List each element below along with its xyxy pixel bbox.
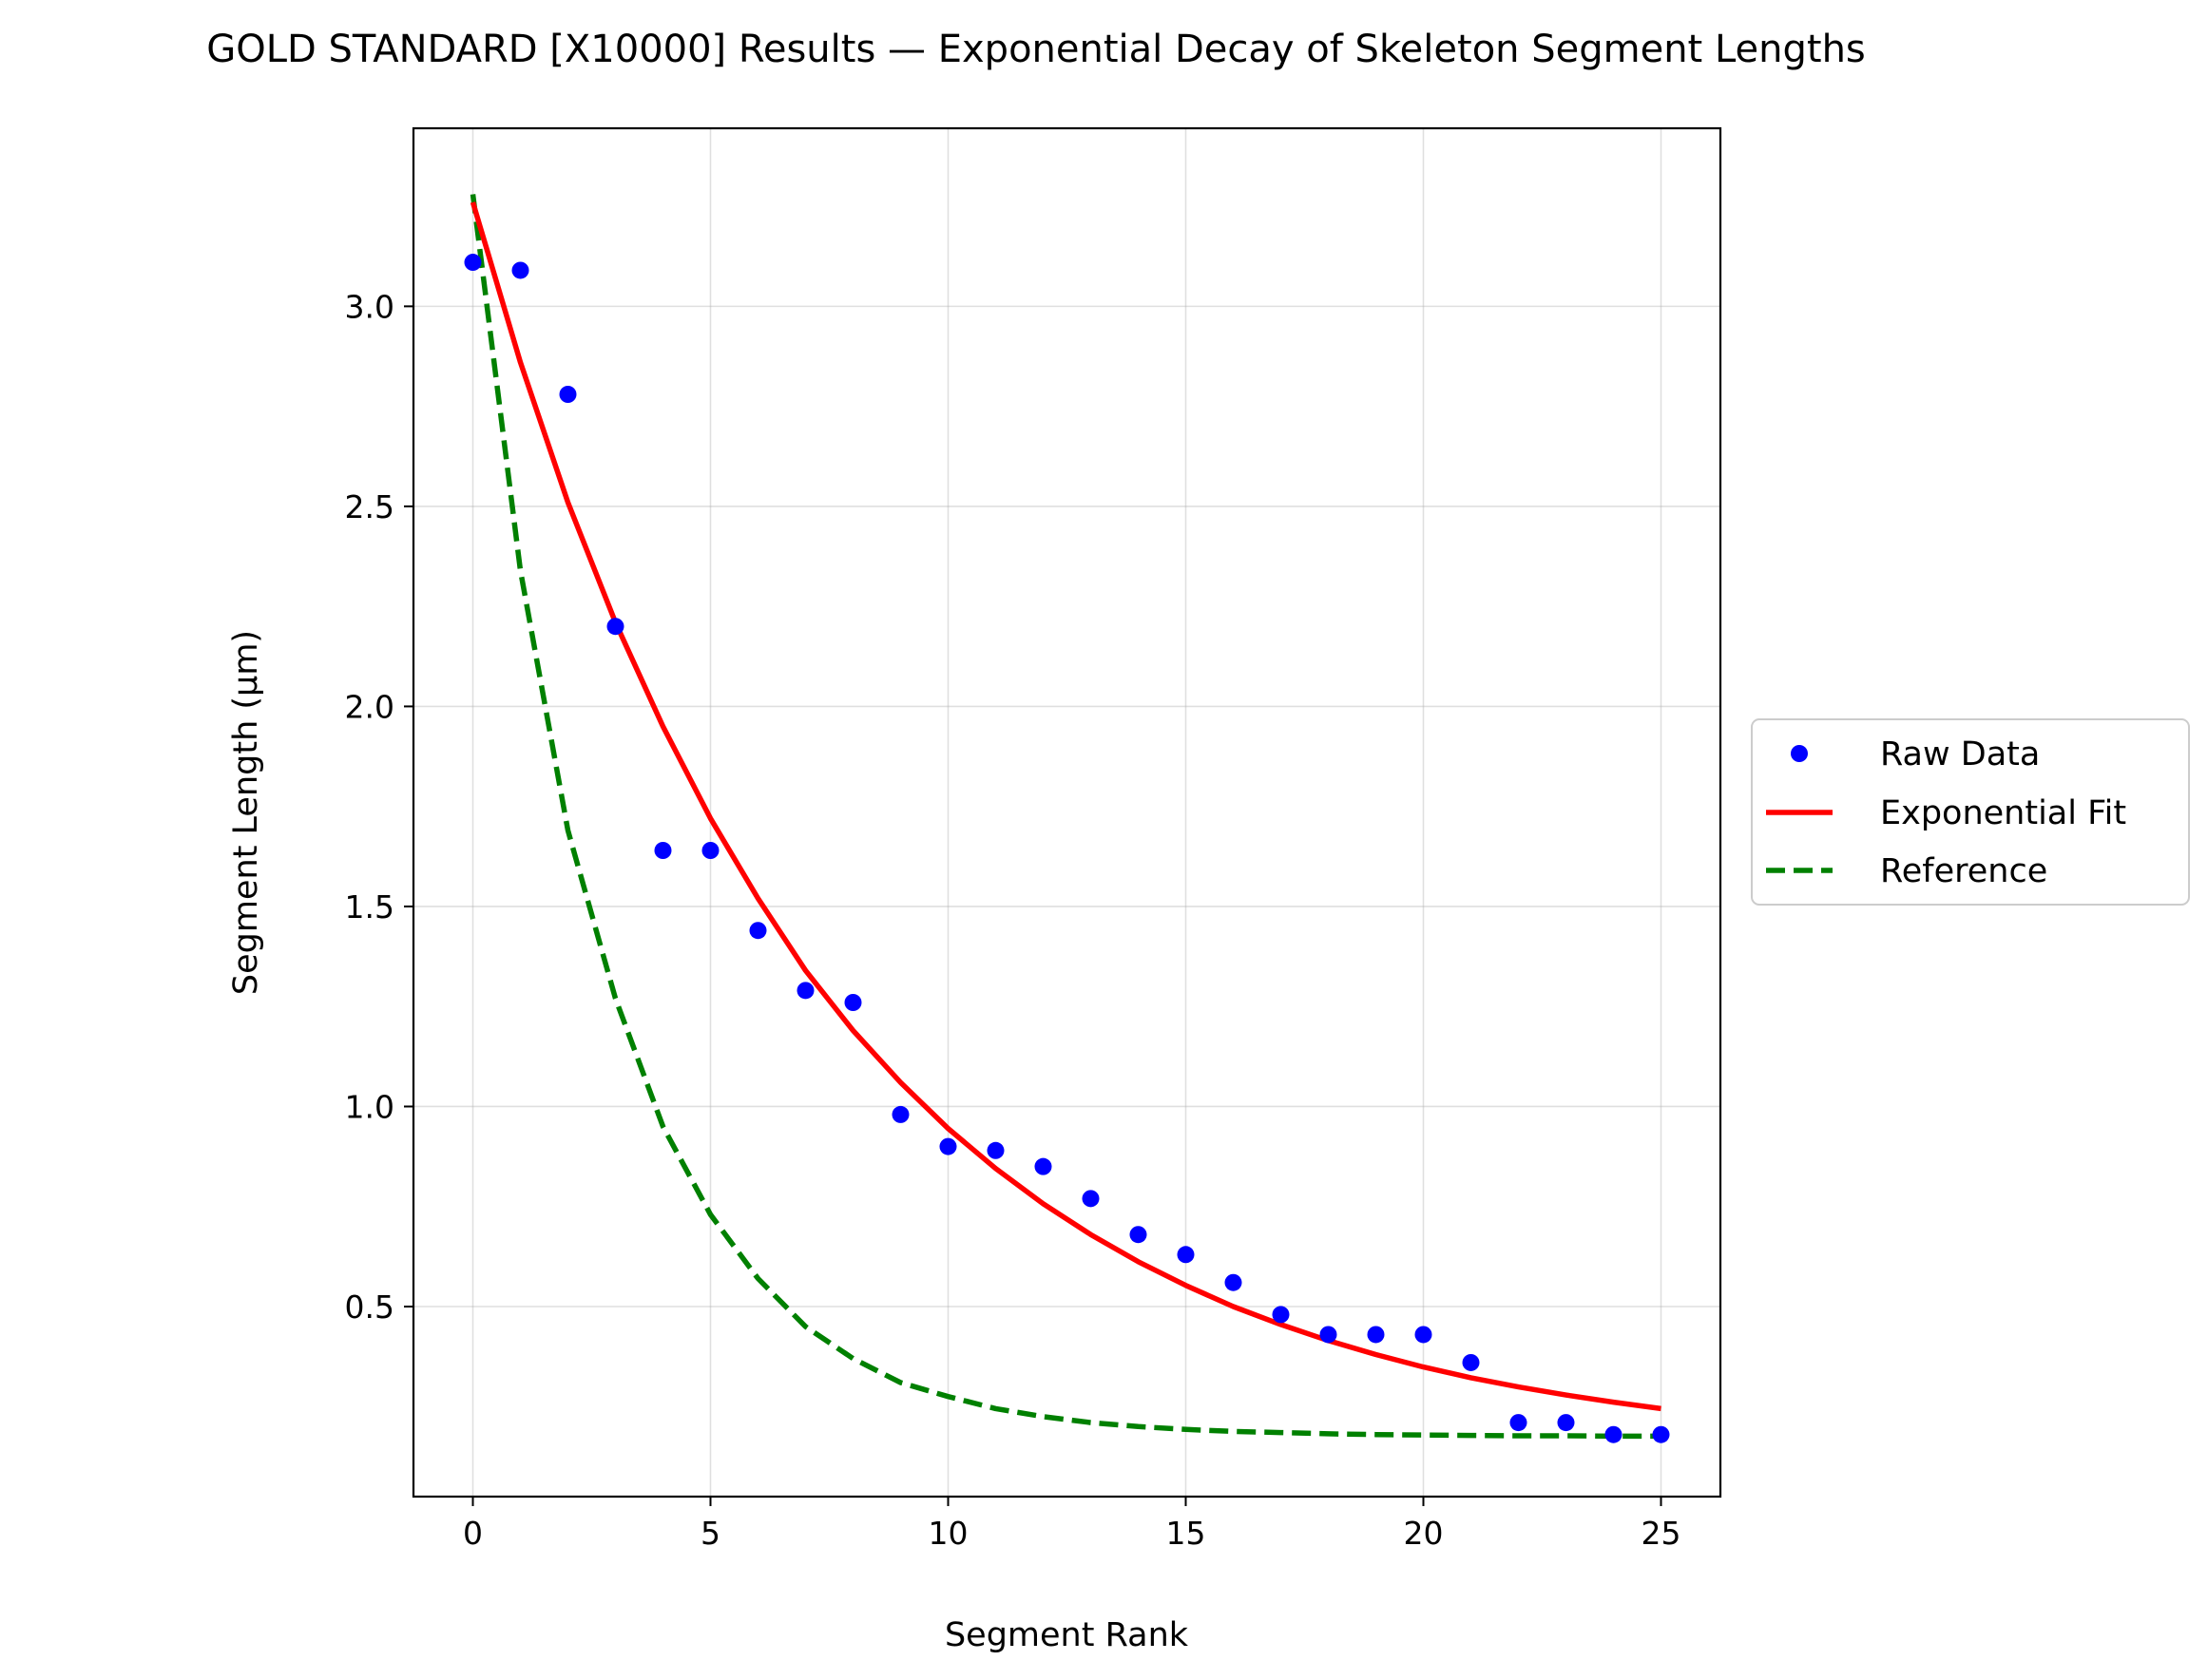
raw-data-point: [1367, 1326, 1385, 1344]
legend-raw-data-label: Raw Data: [1880, 735, 2040, 773]
y-tick-label: 2.5: [345, 488, 394, 525]
raw-data-point: [1129, 1226, 1147, 1244]
raw-data-point: [892, 1105, 910, 1123]
x-axis-label: Segment Rank: [945, 1616, 1189, 1654]
reference-line: [470, 194, 1661, 1440]
raw-data-point: [1034, 1157, 1052, 1175]
raw-data-point: [987, 1141, 1005, 1159]
x-tick-label: 15: [1166, 1515, 1206, 1552]
x-tick-label: 25: [1642, 1515, 1681, 1552]
y-axis-label: Segment Length (μm): [227, 630, 265, 995]
grid: [413, 128, 1720, 1497]
exponential-fit-line: [470, 201, 1661, 1412]
raw-data-point: [1224, 1273, 1242, 1291]
reference-series: [470, 194, 1661, 1440]
plot-frame: [412, 126, 1722, 1499]
legend-exponential-fit-label: Exponential Fit: [1880, 794, 2126, 832]
raw-data-point: [654, 842, 672, 859]
raw-data-point: [1082, 1190, 1100, 1208]
y-axis-ticks: 0.5 1.0 1.5 2.0 2.5 3.0: [345, 288, 413, 1326]
y-tick-label: 1.0: [345, 1088, 394, 1125]
raw-data-point: [511, 261, 529, 279]
raw-data-point: [701, 842, 720, 859]
y-tick-label: 2.0: [345, 688, 394, 725]
raw-data-point: [1319, 1326, 1337, 1344]
raw-data-point: [1652, 1425, 1670, 1443]
raw-data-point: [1177, 1246, 1195, 1264]
raw-data-point: [559, 386, 577, 403]
y-tick-label: 3.0: [345, 288, 394, 325]
x-tick-label: 0: [463, 1515, 483, 1552]
x-tick-label: 20: [1404, 1515, 1444, 1552]
raw-data-point: [1604, 1425, 1622, 1443]
x-tick-label: 5: [701, 1515, 720, 1552]
y-tick-label: 1.5: [345, 888, 394, 926]
legend-raw-data-swatch: [1791, 745, 1808, 762]
raw-data-point: [939, 1137, 957, 1155]
raw-data-point: [844, 994, 862, 1011]
x-tick-label: 10: [929, 1515, 969, 1552]
legend-box: [1751, 718, 2190, 906]
raw-data-point: [749, 922, 767, 940]
chart-title: GOLD STANDARD [X10000] Results — Exponen…: [206, 28, 1866, 71]
raw-data-series: [464, 254, 1670, 1443]
raw-data-point: [1557, 1414, 1575, 1432]
raw-data-point: [464, 254, 482, 272]
raw-data-point: [1414, 1326, 1432, 1344]
x-axis-ticks: 0 5 10 15 20 25: [463, 1497, 1681, 1552]
legend-reference-label: Reference: [1880, 852, 2047, 890]
fit-series: [470, 201, 1661, 1412]
legend: Raw Data Exponential Fit Reference: [1751, 718, 2190, 906]
raw-data-point: [797, 982, 815, 1000]
raw-data-point: [1509, 1414, 1527, 1432]
raw-data-point: [606, 618, 624, 636]
raw-data-point: [1462, 1353, 1480, 1371]
y-tick-label: 0.5: [345, 1289, 394, 1326]
raw-data-point: [1272, 1306, 1290, 1324]
